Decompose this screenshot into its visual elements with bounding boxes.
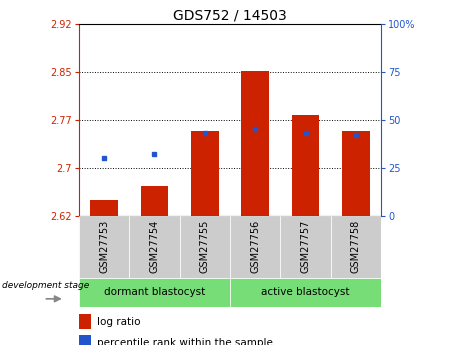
Bar (79, 314, 91, 329)
Bar (281, 216, 331, 278)
Text: development stage: development stage (2, 282, 89, 290)
Text: GSM27757: GSM27757 (300, 220, 311, 273)
Text: percentile rank within the sample: percentile rank within the sample (97, 338, 273, 345)
Bar (342, 131, 370, 216)
Bar (141, 186, 168, 216)
Text: GSM27755: GSM27755 (200, 220, 210, 273)
Bar (90, 200, 118, 216)
Bar (79, 278, 230, 307)
Bar (129, 216, 179, 278)
Text: active blastocyst: active blastocyst (261, 287, 350, 297)
Bar (331, 216, 381, 278)
Text: GSM27758: GSM27758 (351, 220, 361, 273)
Bar (79, 335, 91, 345)
Text: log ratio: log ratio (97, 317, 141, 327)
Bar (230, 278, 381, 307)
Title: GDS752 / 14503: GDS752 / 14503 (173, 9, 287, 23)
Text: dormant blastocyst: dormant blastocyst (104, 287, 205, 297)
Bar (179, 216, 230, 278)
Bar (79, 216, 129, 278)
Bar (230, 216, 281, 278)
Text: GSM27754: GSM27754 (149, 220, 160, 273)
Bar (191, 131, 219, 216)
Text: GSM27753: GSM27753 (99, 220, 109, 273)
Bar (241, 71, 269, 216)
Bar (292, 116, 319, 216)
Text: GSM27756: GSM27756 (250, 220, 260, 273)
